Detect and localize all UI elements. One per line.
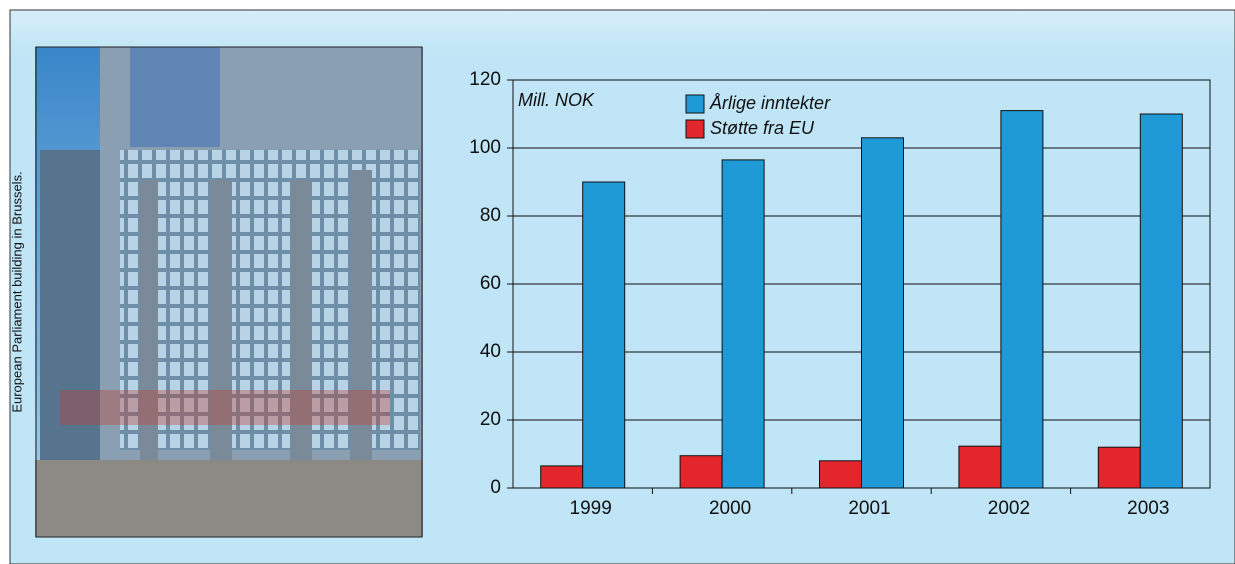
bar (820, 461, 862, 488)
legend-swatch (686, 95, 704, 113)
y-tick-label: 20 (480, 409, 501, 430)
x-tick-label: 2001 (848, 498, 890, 519)
bar (541, 466, 583, 488)
y-tick-label: 120 (469, 69, 501, 90)
legend-swatch (686, 120, 704, 138)
x-tick-label: 1999 (570, 498, 612, 519)
bar (1140, 114, 1182, 488)
x-tick-label: 2002 (988, 498, 1030, 519)
page: European Parliament building in Brussels… (0, 0, 1235, 564)
y-tick-label: 100 (469, 137, 501, 158)
bar (1001, 111, 1043, 488)
chart: European Parliament building in Brussels… (0, 0, 1235, 564)
photo-caption: European Parliament building in Brussels… (9, 171, 24, 412)
bar (959, 446, 1001, 488)
bar (1098, 447, 1140, 488)
y-tick-label: 60 (480, 273, 501, 294)
y-tick-label: 40 (480, 341, 501, 362)
y-tick-label: 0 (490, 477, 501, 498)
y-tick-label: 80 (480, 205, 501, 226)
photo (35, 47, 423, 537)
legend-label: Årlige inntekter (709, 93, 831, 113)
bar (722, 160, 764, 488)
bar (680, 456, 722, 488)
x-tick-label: 2003 (1127, 498, 1169, 519)
x-tick-label: 2000 (709, 498, 751, 519)
legend-label: Støtte fra EU (710, 118, 815, 138)
bar (862, 138, 904, 488)
unit-label: Mill. NOK (518, 90, 595, 110)
bar (583, 182, 625, 488)
